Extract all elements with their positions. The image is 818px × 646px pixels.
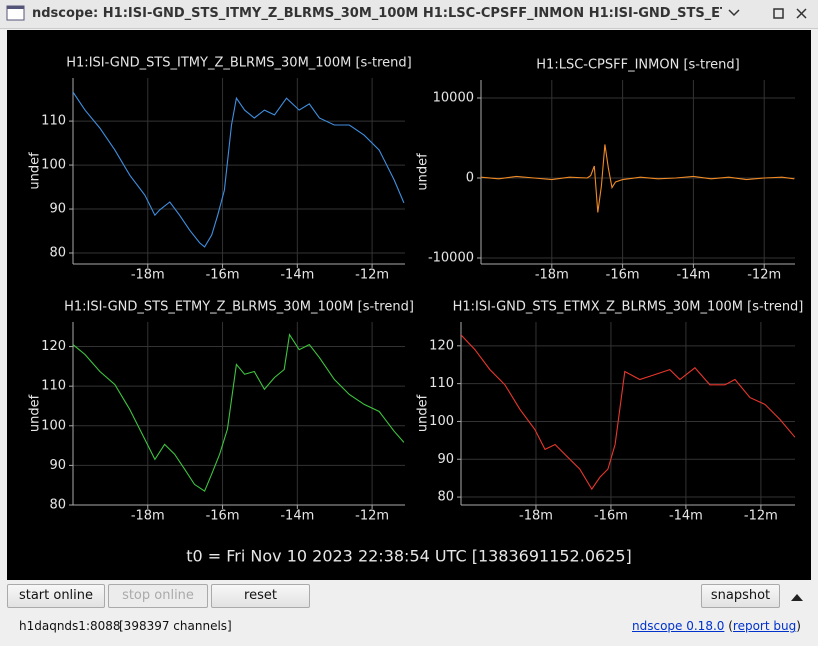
y-tick-label: 80 — [49, 498, 66, 513]
y-tick-label: 0 — [466, 171, 474, 186]
x-tick-label: -16m — [606, 268, 640, 283]
y-tick-label: 110 — [429, 376, 454, 391]
stop-online-button: stop online — [108, 584, 208, 608]
report-bug-link[interactable]: report bug — [732, 619, 797, 633]
x-tick-label: -18m — [131, 509, 165, 524]
plot-background — [7, 30, 811, 580]
y-tick-label: 100 — [429, 414, 454, 429]
x-tick-label: -18m — [131, 268, 165, 283]
x-tick-label: -14m — [280, 509, 314, 524]
status-links: ndscope 0.18.0 report bug — [632, 619, 801, 633]
x-tick-label: -12m — [355, 268, 389, 283]
reset-button[interactable]: reset — [211, 584, 310, 608]
y-axis-label: undef — [416, 394, 431, 432]
y-tick-label: 90 — [49, 202, 66, 217]
y-tick-label: 80 — [437, 490, 454, 505]
window-title: ndscope: H1:ISI-GND_STS_ITMY_Z_BLRMS_30M… — [32, 6, 722, 21]
data-line — [73, 333, 405, 492]
title-bar: ndscope: H1:ISI-GND_STS_ITMY_Z_BLRMS_30M… — [0, 0, 818, 29]
y-tick-label: 90 — [437, 452, 454, 467]
y-tick-label: 90 — [49, 458, 66, 473]
data-line — [73, 91, 405, 248]
t0-label: t0 = Fri Nov 10 2023 22:38:54 UTC [13836… — [186, 547, 632, 566]
button-label: snapshot — [710, 588, 771, 603]
x-tick-label: -16m — [594, 509, 628, 524]
y-axis-label: undef — [28, 394, 43, 432]
x-tick-label: -12m — [747, 268, 781, 283]
maximize[interactable] — [773, 8, 784, 19]
y-axis-label: undef — [28, 152, 43, 190]
data-line — [461, 334, 795, 491]
snapshot-button[interactable]: snapshot — [701, 584, 780, 608]
minimize[interactable] — [728, 9, 740, 17]
y-tick-label: 100 — [41, 158, 66, 173]
y-tick-label: 80 — [49, 246, 66, 261]
y-tick-label: 120 — [41, 339, 66, 354]
close[interactable] — [796, 8, 807, 19]
x-tick-label: -14m — [280, 268, 314, 283]
app-icon-bar — [7, 6, 24, 9]
y-tick-label: 120 — [429, 338, 454, 353]
x-tick-label: -16m — [206, 268, 240, 283]
x-tick-label: -18m — [519, 509, 553, 524]
button-label: stop online — [122, 588, 194, 603]
expand-arrow[interactable] — [789, 589, 805, 605]
x-tick-label: -18m — [535, 268, 569, 283]
x-tick-label: -14m — [669, 509, 703, 524]
start-online-button[interactable]: start online — [7, 584, 105, 608]
y-tick-label: 110 — [41, 379, 66, 394]
y-tick-label: 100 — [41, 418, 66, 433]
x-tick-label: -16m — [206, 509, 240, 524]
report-bug: report bug — [728, 619, 801, 633]
plot-title: H1:LSC-CPSFF_INMON [s-trend] — [536, 58, 739, 73]
y-tick-label: 10000 — [433, 91, 474, 106]
plot-title: H1:ISI-GND_STS_ETMX_Z_BLRMS_30M_100M [s-… — [453, 300, 804, 315]
x-tick-label: -12m — [744, 509, 778, 524]
button-label: reset — [244, 588, 277, 603]
plot-title: H1:ISI-GND_STS_ITMY_Z_BLRMS_30M_100M [s-… — [66, 56, 411, 71]
x-tick-label: -12m — [355, 509, 389, 524]
y-axis-label: undef — [416, 153, 431, 191]
y-tick-label: 110 — [41, 114, 66, 129]
title-icons — [6, 5, 807, 21]
status-channels: [398397 channels] — [119, 619, 232, 633]
button-label: start online — [18, 588, 94, 603]
status-server: h1daqnds1:8088 — [19, 619, 121, 633]
version-link[interactable]: ndscope 0.18.0 — [632, 619, 725, 633]
y-tick-label: -10000 — [428, 251, 474, 266]
data-line — [481, 144, 795, 213]
x-tick-label: -14m — [676, 268, 710, 283]
plot-title: H1:ISI-GND_STS_ETMY_Z_BLRMS_30M_100M [s-… — [64, 300, 414, 315]
